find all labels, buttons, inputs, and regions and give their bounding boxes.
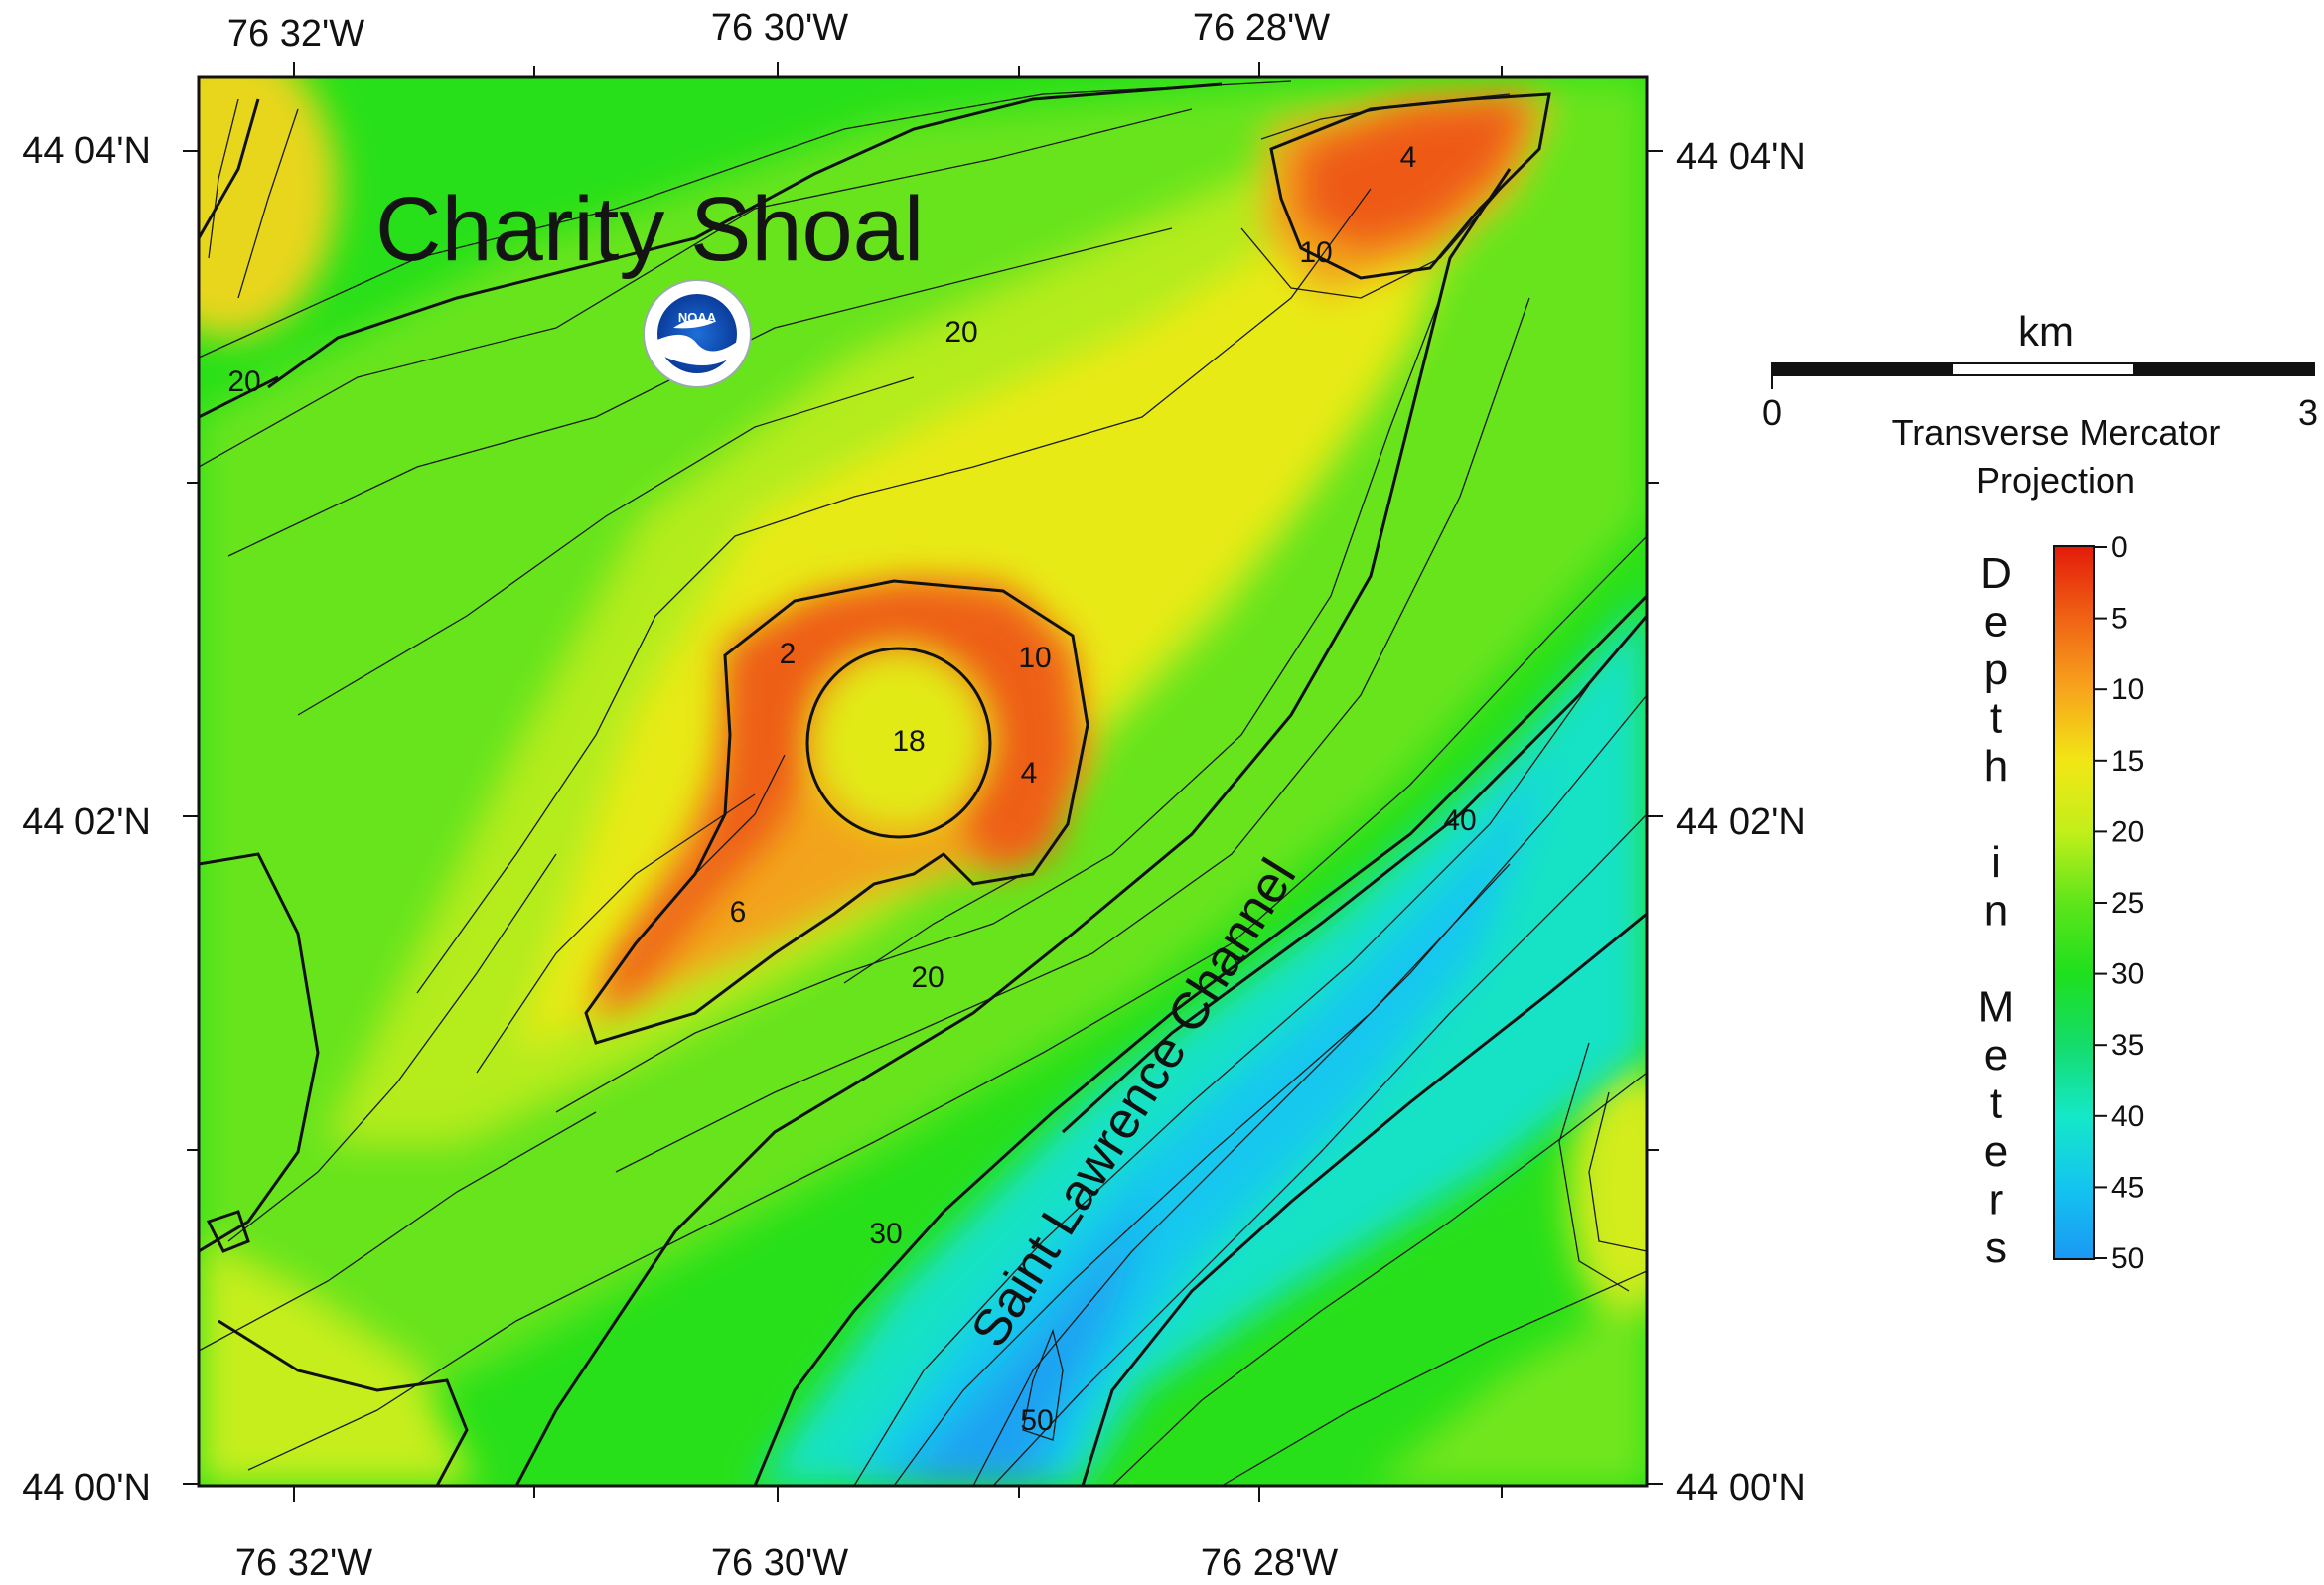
contour-label: 2 [780, 638, 797, 670]
scale-end: 3 [2298, 392, 2318, 433]
legend-tick-label: 20 [2111, 815, 2144, 848]
contour-lines [199, 80, 1647, 1486]
legend-title-letter: e [1984, 1127, 2008, 1176]
bottom-longitude-label: 76 28'W [1201, 1542, 1338, 1584]
legend-title-letter: e [1984, 1031, 2008, 1080]
contour-label: 20 [227, 365, 260, 398]
scale-unit: km [2018, 308, 2074, 355]
legend-tick-label: 35 [2111, 1029, 2144, 1062]
legend-title-letter: t [1990, 694, 2002, 743]
right-latitude-label: 44 02'N [1676, 801, 1806, 843]
contour-label: 4 [1021, 757, 1038, 790]
depth-surface [199, 77, 1647, 1486]
left-latitude-label: 44 00'N [22, 1467, 151, 1509]
legend-tick-label: 0 [2111, 531, 2128, 564]
right-latitude-label: 44 00'N [1676, 1467, 1806, 1509]
top-longitude-label: 76 28'W [1193, 7, 1330, 49]
logo-text: NOAA [678, 310, 717, 325]
projection-label: Projection [1976, 460, 2135, 501]
legend-tick-label: 30 [2111, 958, 2144, 991]
bottom-longitude-label: 76 30'W [711, 1542, 848, 1584]
contour-label: 10 [1299, 236, 1332, 269]
major-contours [199, 82, 1647, 1486]
top-longitude-label: 76 30'W [711, 7, 848, 49]
legend-tick-label: 25 [2111, 887, 2144, 920]
left-latitude-label: 44 04'N [22, 130, 151, 172]
legend-tick-label: 5 [2111, 603, 2128, 636]
legend-tick-label: 15 [2111, 745, 2144, 778]
contour-label: 10 [1018, 642, 1051, 674]
right-latitude-label: 44 04'N [1676, 136, 1806, 178]
legend-title-letter: n [1984, 887, 2008, 936]
legend-title-letter: r [1989, 1176, 2004, 1225]
graticule-ticks [183, 62, 1663, 1502]
noaa-logo: NOAA [643, 279, 752, 388]
legend-tick-label: 45 [2111, 1171, 2144, 1204]
left-latitude-label: 44 02'N [22, 801, 151, 843]
contour-label: 18 [892, 725, 925, 758]
contour-label: 50 [1020, 1404, 1053, 1437]
legend-title-letter: M [1978, 983, 2015, 1032]
legend-title-letter: D [1980, 549, 2012, 598]
legend-tick-label: 10 [2111, 673, 2144, 706]
contour-label: 20 [911, 961, 944, 994]
contour-label: 30 [869, 1218, 902, 1250]
scale-start: 0 [1762, 392, 1782, 433]
projection-label: Transverse Mercator [1892, 412, 2221, 453]
scale-bar: km 0 3 Transverse Mercator Projection [1762, 308, 2318, 501]
legend-tick-label: 40 [2111, 1100, 2144, 1133]
legend-title-letter: p [1984, 646, 2008, 694]
contour-label: 6 [730, 896, 747, 929]
map-frame [197, 75, 1649, 1488]
contour-label: 4 [1400, 141, 1417, 174]
legend-title-letter: t [1990, 1080, 2002, 1128]
bottom-longitude-label: 76 32'W [235, 1542, 372, 1584]
top-longitude-label: 76 32'W [227, 13, 364, 55]
legend-title-letter: i [1991, 838, 2001, 887]
legend-title-letter: s [1985, 1224, 2007, 1272]
contour-label: 40 [1443, 804, 1476, 837]
contour-label: 20 [944, 316, 977, 349]
legend-title-letter: h [1984, 742, 2008, 791]
legend-title-letter: e [1984, 598, 2008, 647]
legend-tick-label: 50 [2111, 1242, 2144, 1275]
map-title: Charity Shoal [375, 179, 924, 280]
